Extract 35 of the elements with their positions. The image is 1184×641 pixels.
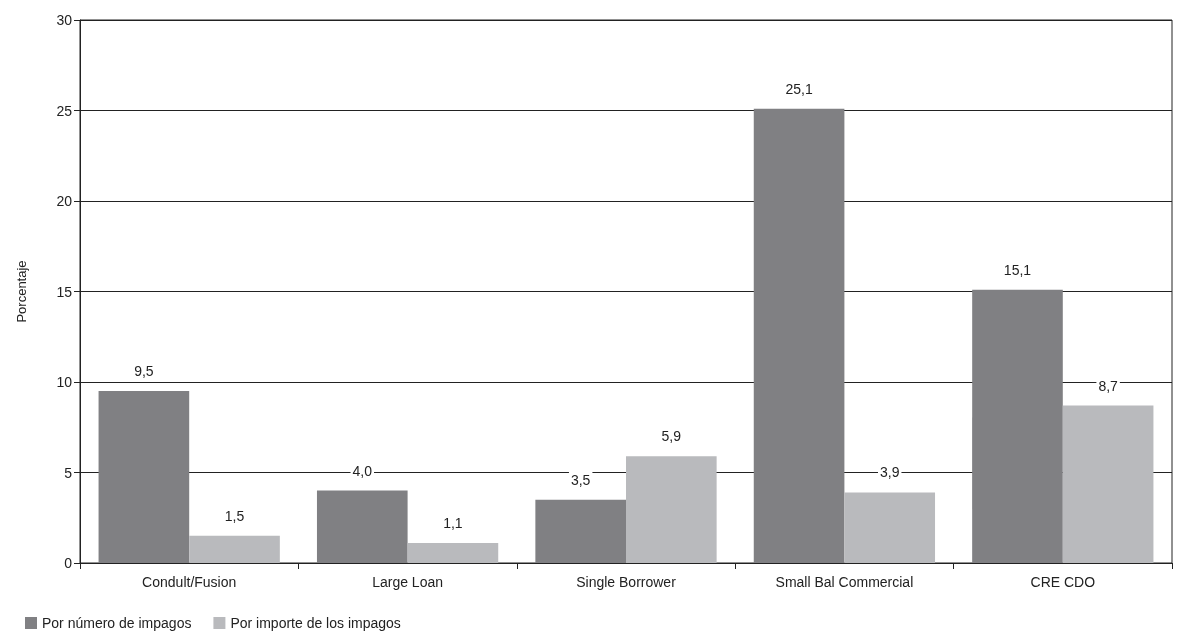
bar [98,391,190,563]
bar [844,492,936,563]
bar [753,108,845,563]
data-label: 8,7 [1098,377,1119,394]
data-label: 9,5 [134,363,154,380]
data-label: 3,9 [879,464,900,481]
data-label: 1,5 [224,507,245,524]
data-label: 1,1 [443,515,463,532]
x-tick-label: CRE CDO [1030,574,1096,590]
x-tick-label: Condult/Fusion [142,574,237,590]
y-tick-label: 10 [56,374,73,390]
bar [972,289,1063,563]
data-label: 25,1 [785,80,813,97]
data-label: 5,9 [661,428,682,445]
data-label: 3,5 [570,471,591,488]
y-tick-label: 30 [56,12,73,28]
bar [407,543,499,563]
data-label: 4,0 [352,462,373,479]
bar [626,456,717,563]
legend-label: Por importe de los impagos [230,615,401,631]
x-tick-label: Single Borrower [576,574,677,590]
legend-label: Por número de impagos [42,615,192,631]
bar [1062,405,1154,563]
y-tick-label: 5 [64,464,73,481]
x-tick-label: Small Bal Commercial [775,574,914,590]
bar [189,535,280,563]
y-axis-title: Porcentaje [14,260,29,323]
data-label: 15,1 [1003,261,1032,278]
y-tick-label: 20 [56,193,73,209]
bar [316,490,408,563]
y-tick-label: 0 [64,555,73,571]
bar [535,499,626,563]
y-tick-label: 25 [56,102,73,119]
y-tick-label: 15 [56,283,73,300]
x-tick-label: Large Loan [372,574,444,590]
